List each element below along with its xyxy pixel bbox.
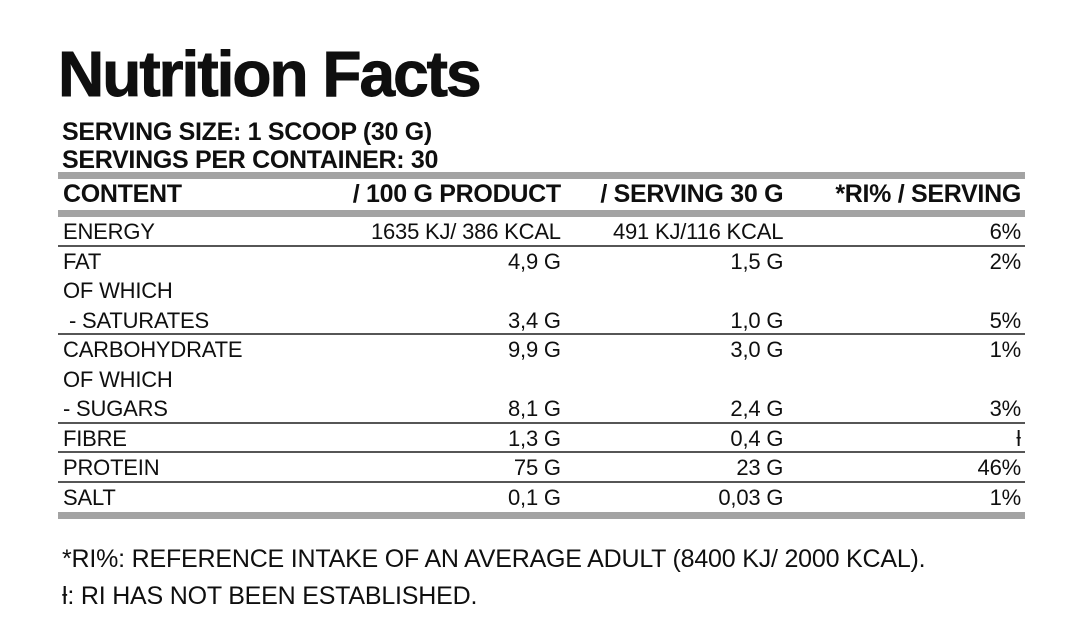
nutrition-table: CONTENT / 100 G PRODUCT / SERVING 30 G *… <box>58 172 1025 519</box>
cell-ri-percent: 5% <box>989 307 1022 333</box>
cell-per-serving <box>561 276 783 306</box>
cell-per-100g: 1635 KJ/ 386 KCAL <box>370 219 561 244</box>
divider-bar-header <box>58 210 1025 217</box>
cell-ri-percent: 3% <box>989 396 1022 421</box>
servings-per-container-line: SERVINGS PER CONTAINER: 30 <box>62 145 439 174</box>
table-row: SALT 0,1 G 0,03 G 1% <box>58 483 1025 513</box>
cell-per-100g <box>300 276 561 306</box>
cell-per-serving: 2,4 G <box>730 396 784 421</box>
cell-per-100g: 9,9 G <box>508 337 561 362</box>
cell-content: CARBOHYDRATE <box>63 337 243 362</box>
cell-content: ENERGY <box>63 219 155 244</box>
table-row: OF WHICH <box>58 276 1025 306</box>
table-row: ENERGY 1635 KJ/ 386 KCAL 491 KJ/116 KCAL… <box>58 217 1025 247</box>
divider-bar-bottom <box>58 512 1025 519</box>
page-title: Nutrition Facts <box>58 38 482 110</box>
cell-content: SALT <box>63 484 116 510</box>
footnotes: *RI%: REFERENCE INTAKE OF AN AVERAGE ADU… <box>62 541 926 615</box>
cell-content: FIBRE <box>63 425 127 451</box>
table-row: OF WHICH <box>58 365 1025 395</box>
cell-per-serving: 491 KJ/116 KCAL <box>612 219 784 244</box>
footnote-ri: *RI%: REFERENCE INTAKE OF AN AVERAGE ADU… <box>62 545 926 573</box>
divider-bar-top <box>58 172 1025 179</box>
cell-ri-percent: 1% <box>989 484 1022 510</box>
cell-ri-percent: 46% <box>977 455 1022 480</box>
cell-ri-percent: 1% <box>989 337 1022 362</box>
cell-ri-percent: ƚ <box>1016 425 1021 451</box>
cell-per-serving: 0,4 G <box>730 425 784 451</box>
cell-per-serving: 3,0 G <box>730 337 784 362</box>
table-row: FAT 4,9 G 1,5 G 2% <box>58 247 1025 277</box>
table-row: - SATURATES 3,4 G 1,0 G 5% <box>58 306 1025 335</box>
cell-per-serving: 0,03 G <box>718 484 784 510</box>
cell-ri-percent: 2% <box>989 248 1022 274</box>
header-per-serving: / SERVING 30 G <box>600 180 784 208</box>
cell-content: OF WHICH <box>63 366 173 392</box>
cell-per-serving: 23 G <box>736 455 784 480</box>
cell-per-100g: 1,3 G <box>508 425 561 451</box>
serving-size-line: SERVING SIZE: 1 SCOOP (30 G) <box>62 118 432 146</box>
cell-per-serving: 1,5 G <box>730 248 784 274</box>
cell-content: - SATURATES <box>69 307 209 333</box>
table-row: FIBRE 1,3 G 0,4 G ƚ <box>58 424 1025 453</box>
cell-content: PROTEIN <box>63 455 160 480</box>
cell-content: FAT <box>63 248 102 274</box>
cell-per-100g: 75 G <box>513 455 561 480</box>
cell-per-100g: 8,1 G <box>508 396 561 421</box>
cell-per-100g <box>300 365 561 395</box>
cell-ri-percent: 6% <box>989 219 1022 244</box>
serving-info: SERVING SIZE: 1 SCOOP (30 G) SERVINGS PE… <box>62 118 439 174</box>
cell-per-serving: 1,0 G <box>730 307 784 333</box>
header-per-100g: / 100 G PRODUCT <box>352 180 561 208</box>
footnote-ri-not-established: ƚ: RI HAS NOT BEEN ESTABLISHED. <box>62 582 478 610</box>
cell-per-100g: 0,1 G <box>508 484 561 510</box>
table-row: - SUGARS 8,1 G 2,4 G 3% <box>58 394 1025 424</box>
table-header-row: CONTENT / 100 G PRODUCT / SERVING 30 G *… <box>58 179 1025 210</box>
cell-per-100g: 3,4 G <box>508 307 561 333</box>
table-row: PROTEIN 75 G 23 G 46% <box>58 453 1025 483</box>
header-ri-per-serving: *RI% / SERVING <box>835 180 1021 208</box>
cell-per-100g: 4,9 G <box>508 248 561 274</box>
cell-ri-percent <box>783 365 1025 395</box>
cell-content: OF WHICH <box>63 278 173 303</box>
cell-content: - SUGARS <box>63 396 168 421</box>
table-row: CARBOHYDRATE 9,9 G 3,0 G 1% <box>58 335 1025 365</box>
cell-ri-percent <box>783 276 1025 306</box>
header-content: CONTENT <box>63 180 182 208</box>
nutrition-table-body: ENERGY 1635 KJ/ 386 KCAL 491 KJ/116 KCAL… <box>58 217 1025 512</box>
cell-per-serving <box>561 365 783 395</box>
